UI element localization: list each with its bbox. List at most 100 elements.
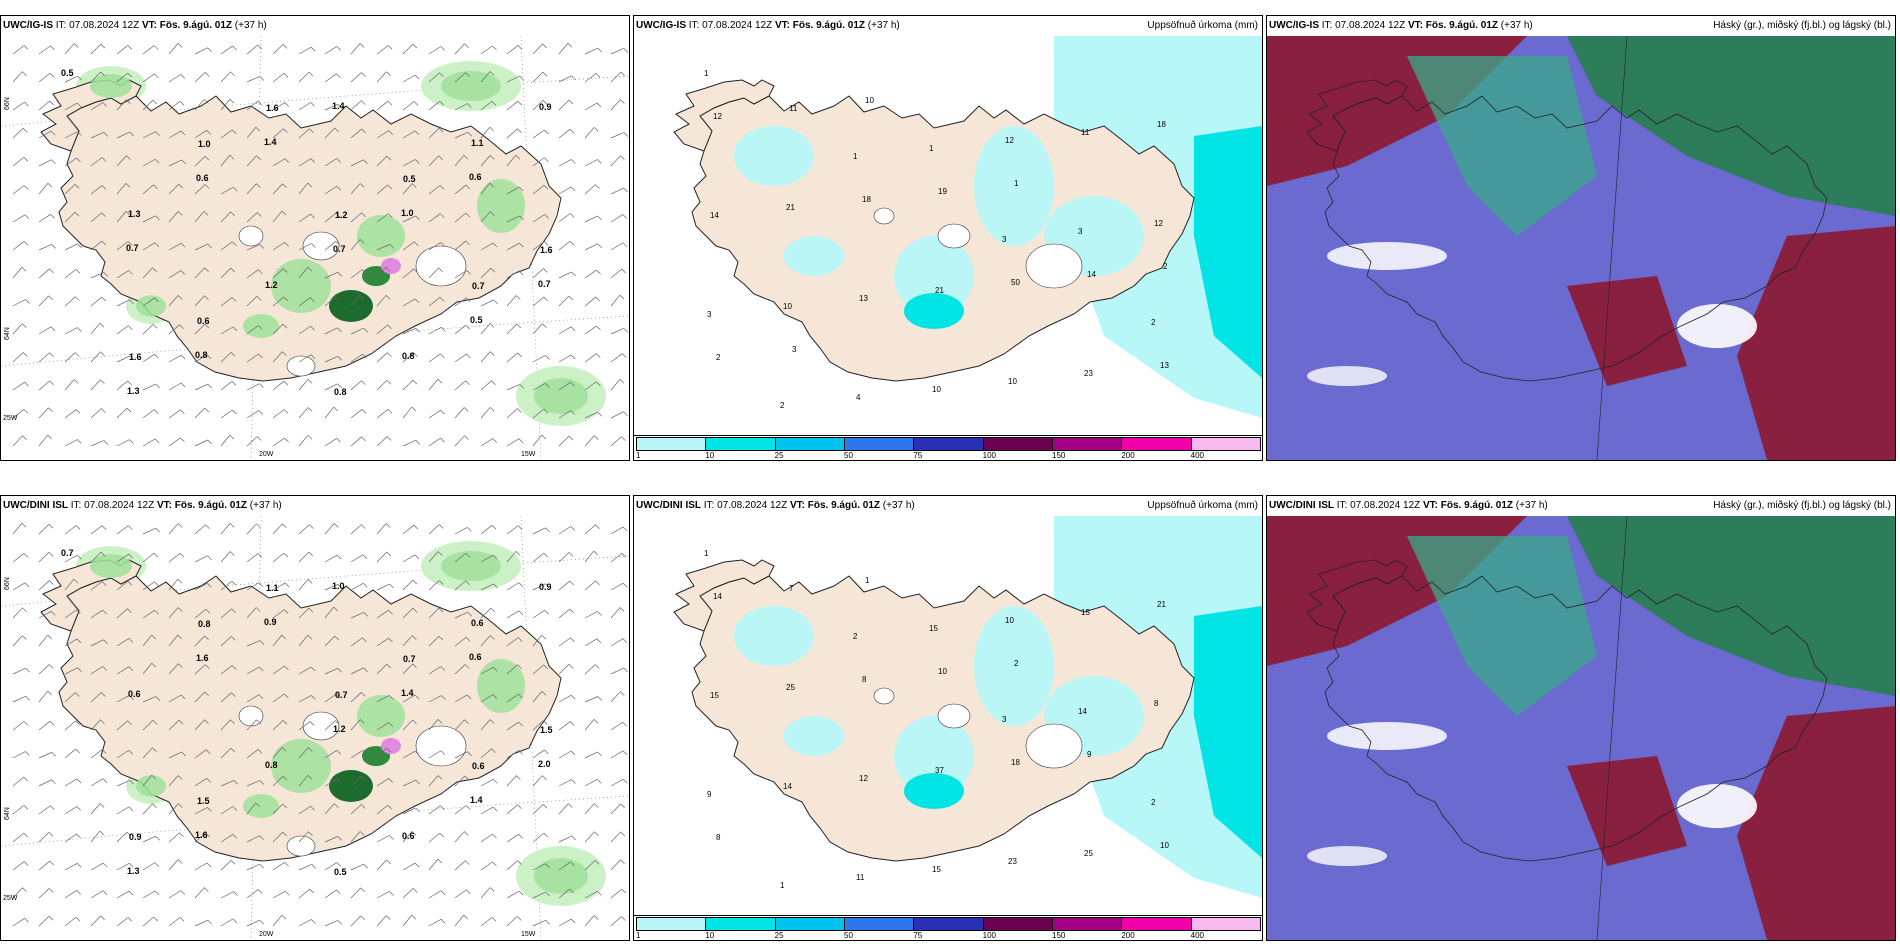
precip-amount-label: 11 [1081,128,1090,137]
legend-color-box [1121,917,1192,931]
wind-value-label: 0.7 [403,654,416,664]
model-name: UWC/IG-IS [3,20,53,31]
wind-value-label: 0.5 [334,867,347,877]
wind-value-label: 0.8 [334,387,347,397]
valid-time-value: Fös. 9.ágú. 01Z [174,500,247,511]
wind-value-label: 1.1 [471,138,484,148]
map-area[interactable]: 20W 15W 25W 66N 64N 0.5 1.0 1.2 0.7 1.6 1.6 0.5 1.6 0… [1,36,629,460]
lead-time: (+37 h) [882,500,915,511]
precip-amount-label: 12 [713,112,722,121]
init-time-label: IT: [1321,20,1333,31]
init-time-label: IT: [70,500,82,511]
legend-label: 50 [844,931,853,940]
wind-value-label: 0.7 [126,243,139,253]
precip-amount-label: 18 [1157,120,1166,129]
map-panel-precip: UWC/DINI ISL IT: 07.08.2024 12Z VT: Fös.… [633,495,1263,941]
precip-amount-label: 14 [1078,707,1087,716]
precip-amount-label: 1 [929,144,934,153]
wind-value-label: 0.6 [469,652,482,662]
wind-value-label: 1.4 [401,688,414,698]
legend-color-box [774,437,845,451]
wind-value-label: 0.7 [538,279,551,289]
wind-value-label: 0.5 [403,174,416,184]
valid-time-label: VT: [141,20,157,31]
legend-label: 100 [982,451,997,460]
longitude-label: 20W [259,451,274,458]
wind-value-label: 0.5 [470,315,483,325]
precip-amount-label: 14 [1087,270,1096,279]
longitude-label: 20W [259,931,274,938]
init-time-value: 07.08.2024 12Z [1350,500,1421,511]
legend-label: 75 [913,451,923,460]
map-canvas[interactable]: 1232115149111081415151512232125372514818… [634,516,1262,918]
map-canvas[interactable]: 20W 15W 25W 66N 64N 0.5 1.0 1.2 0.7 1.6 1.6 0.5 1.6 0… [1,36,629,460]
init-time-label: IT: [55,20,67,31]
panel-header: UWC/DINI ISL IT: 07.08.2024 12Z VT: Fös.… [634,496,1262,516]
precip-amount-label: 3 [1002,235,1007,244]
lead-time: (+37 h) [249,500,282,511]
precip-amount-label: 9 [1087,750,1092,759]
map-canvas[interactable] [1267,516,1895,940]
wind-value-label: 2.0 [538,759,551,769]
latitude-label: 64N [4,327,11,340]
legend-color-bar [636,917,1261,931]
precip-amount-label: 2 [1163,262,1168,271]
precip-amount-label: 10 [1008,377,1017,386]
legend-color-box [636,917,707,931]
legend-label: 150 [1052,931,1066,940]
precip-amount-label: 11 [856,873,865,882]
map-area[interactable] [1267,516,1895,940]
longitude-label: 25W [3,415,18,422]
wind-barbs [12,523,628,927]
longitude-label: 25W [3,895,18,902]
wind-value-label: 0.6 [128,689,141,699]
legend-color-box [774,917,845,931]
map-canvas[interactable]: 1132213341212101011141310182121231218501… [634,36,1262,438]
legend-color-box [913,917,984,931]
legend-label: 400 [1190,931,1205,940]
legend-color-box [705,917,776,931]
wind-value-label: 1.3 [127,866,140,876]
legend-label: 1 [636,931,641,940]
precip-amount-label: 10 [932,385,941,394]
wind-value-label: 0.6 [402,831,415,841]
map-area[interactable]: 1 1 3 2 2 1 3 3 4 12 12 10 10 11 14 13 10 18 21 21 23 12 18 50 1… [634,36,1262,438]
map-area[interactable]: 20W 15W 25W 66N 64N 0.7 0.8 0.7 0.6 0.9 1.1 0.7 1.5 1… [1,516,629,940]
precip-amount-label: 10 [1160,841,1169,850]
legend-color-box [982,437,1053,451]
wind-value-label: 1.2 [265,280,278,290]
legend-color-box [705,437,776,451]
wind-value-label: 0.8 [195,350,208,360]
legend-label: 200 [1121,931,1135,940]
legend-labels: 1 10 25 50 75 100 150 200 400 [636,451,1260,460]
wind-value-label: 1.6 [266,103,279,113]
wind-value-label: 1.6 [196,653,209,663]
precip-amount-label: 2 [1151,798,1156,807]
lead-time: (+37 h) [867,20,900,31]
precip-amount-label: 25 [1084,849,1093,858]
precip-amount-label: 8 [862,675,867,684]
precip-amount-label: 3 [792,345,797,354]
legend-color-box [843,917,915,931]
valid-time-label: VT: [774,20,790,31]
map-panel-wind: UWC/DINI ISL IT: 07.08.2024 12Z VT: Fös.… [0,495,630,941]
wind-value-label: 0.6 [469,172,482,182]
map-canvas[interactable] [1267,36,1895,460]
wind-value-label: 1.6 [540,245,553,255]
map-area[interactable]: 1 2 3 2 1 15 14 9 11 10 8 14 15 15 15 12 23 21 25 37 25 14 8 18… [634,516,1262,918]
precip-amount-label: 3 [1078,227,1083,236]
legend-labels: 1 10 25 50 75 100 150 200 400 [636,931,1260,940]
precip-amount-label: 8 [1154,699,1159,708]
precip-amount-label: 10 [938,667,947,676]
init-time-label: IT: [703,500,715,511]
wind-value-label: 0.8 [198,619,211,629]
map-area[interactable] [1267,36,1895,460]
wind-value-label: 1.0 [198,139,211,149]
valid-time-label: VT: [156,500,172,511]
wind-value-label: 1.2 [335,210,348,220]
map-canvas[interactable]: 20W 15W 25W 66N 64N 0.7 0.8 0.7 0.6 0.9 1.1 0.7 1.5 1… [1,516,629,940]
legend-label: 1 [636,451,641,460]
longitude-label: 15W [521,451,536,458]
legend-color-box [1051,437,1123,451]
precip-amount-label: 2 [780,401,785,410]
